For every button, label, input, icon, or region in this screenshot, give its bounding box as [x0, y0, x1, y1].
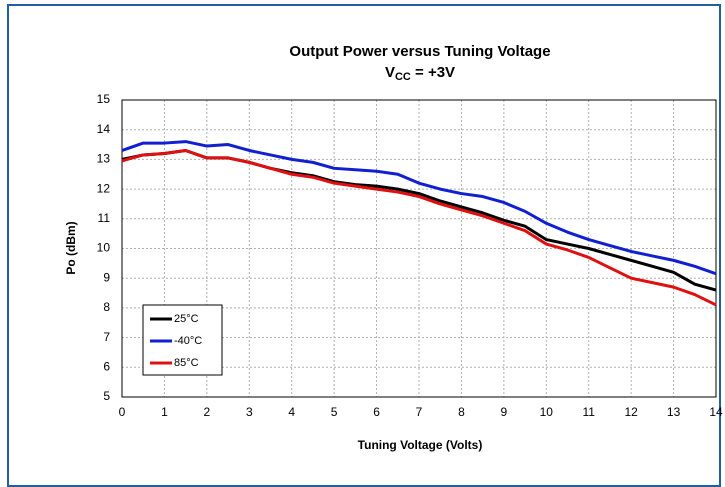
x-tick-label: 14	[709, 405, 723, 419]
x-tick-label: 1	[161, 405, 168, 419]
y-tick-label: 9	[103, 270, 110, 284]
x-tick-label: 13	[667, 405, 681, 419]
y-tick-label: 11	[98, 211, 111, 225]
y-tick-label: 15	[97, 92, 111, 106]
x-axis-label: Tuning Voltage (Volts)	[358, 438, 483, 452]
x-tick-label: 2	[204, 405, 211, 419]
y-tick-label: 14	[97, 122, 111, 136]
x-tick-label: 4	[288, 405, 295, 419]
subtitle-part: V	[385, 64, 395, 81]
y-tick-label: 8	[103, 300, 110, 314]
y-tick-label: 12	[97, 181, 111, 195]
frame	[7, 4, 721, 487]
chart-title: Output Power versus Tuning Voltage	[289, 43, 550, 60]
subtitle-sub: CC	[395, 71, 411, 83]
legend-label: 85°C	[174, 357, 199, 369]
x-tick-label: 11	[582, 405, 595, 419]
legend-label: 25°C	[174, 313, 199, 325]
chart-subtitle: VCC = +3V	[385, 64, 455, 83]
y-tick-label: 7	[103, 330, 110, 344]
y-tick-label: 6	[103, 359, 110, 373]
y-axis-label: Po (dBm)	[64, 221, 78, 274]
legend-label: -40°C	[174, 335, 202, 347]
x-tick-label: 8	[458, 405, 465, 419]
x-tick-label: 10	[540, 405, 554, 419]
x-tick-label: 3	[246, 405, 253, 419]
x-tick-label: 7	[416, 405, 423, 419]
y-tick-label: 13	[97, 152, 111, 166]
line-series	[121, 148, 717, 307]
x-tick-label: 0	[119, 405, 126, 419]
x-tick-label: 6	[373, 405, 380, 419]
subtitle-part: = +3V	[411, 64, 455, 81]
y-tick-label: 5	[103, 389, 110, 403]
plot-border	[121, 99, 717, 398]
x-tick-label: 9	[501, 405, 508, 419]
x-tick-label: 12	[624, 405, 638, 419]
x-tick-label: 5	[331, 405, 338, 419]
line-series	[121, 140, 717, 276]
y-tick-label: 10	[97, 241, 111, 255]
